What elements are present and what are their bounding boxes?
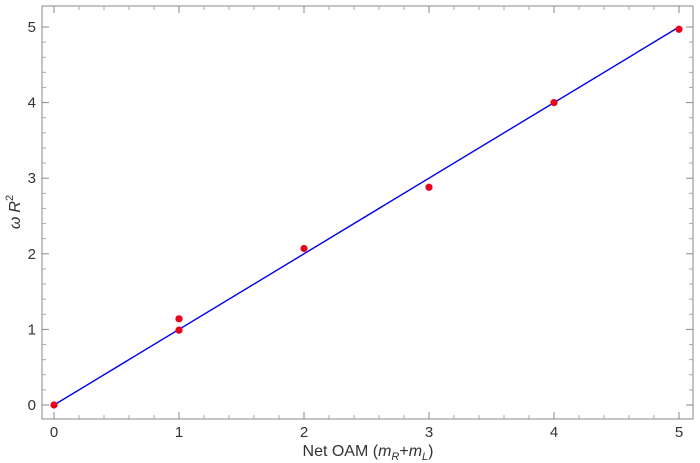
y-tick-label: 5 (28, 19, 36, 36)
x-tick-label: 1 (175, 424, 183, 441)
y-tick-label: 2 (28, 246, 36, 263)
plot-frame (41, 5, 694, 420)
y-tick-label: 0 (28, 397, 36, 414)
fit-line (53, 26, 680, 406)
y-tick-label: 1 (28, 321, 36, 338)
y-tick-label: 4 (28, 95, 36, 112)
data-point (550, 99, 558, 107)
x-tick-label: 0 (50, 424, 58, 441)
axis-ticks (42, 6, 693, 419)
data-point (50, 401, 58, 409)
data-point (675, 25, 683, 33)
x-axis-label: Net OAM (mR+mL) (303, 443, 434, 463)
x-tick-labels: 0 1 2 3 4 5 (50, 424, 683, 441)
x-tick-label: 2 (300, 424, 308, 441)
y-axis-label: ωR2 (4, 195, 24, 229)
data-point (175, 326, 183, 334)
y-tick-label: 3 (28, 170, 36, 187)
plot-series (50, 25, 683, 409)
x-tick-label: 3 (425, 424, 433, 441)
x-tick-label: 4 (550, 424, 558, 441)
data-point (175, 315, 183, 323)
x-tick-label: 5 (675, 424, 683, 441)
y-tick-labels: 0 1 2 3 4 5 (28, 19, 36, 414)
data-point (425, 183, 433, 191)
data-point (300, 244, 308, 253)
